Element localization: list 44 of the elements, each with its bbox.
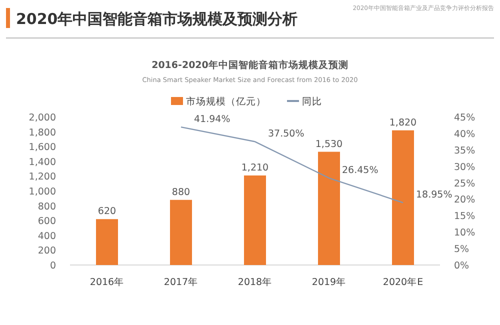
bar (96, 219, 118, 265)
x-tick-label: 2020年E (382, 276, 424, 288)
y2-tick-label: 30% (454, 162, 476, 173)
data-label: 620 (98, 206, 116, 218)
y-tick-label: 200 (38, 246, 56, 257)
data-label: 1,820 (389, 117, 417, 128)
bar (244, 175, 266, 265)
y-tick-label: 1,200 (28, 172, 56, 183)
chart-title: 2020年中国智能音箱市场规模及预测分析 (16, 10, 298, 28)
data-label: 880 (172, 186, 190, 198)
y2-tick-label: 15% (454, 211, 476, 222)
y2-tick-label: 25% (454, 178, 476, 190)
y-tick-label: 1,600 (28, 142, 56, 154)
x-tick-label: 2019年 (312, 276, 346, 288)
y-tick-label: 800 (38, 201, 56, 212)
x-tick-label: 2017年 (164, 276, 198, 288)
y-tick-label: 1,000 (28, 186, 56, 198)
x-tick-label: 2018年 (238, 276, 272, 288)
data-label: 1,210 (241, 162, 269, 174)
chart-subtitle: 2016-2020年中国智能音箱市场规模及预测 (152, 59, 348, 71)
data-label: 1,530 (315, 138, 343, 150)
y2-tick-label: 40% (454, 128, 476, 140)
data-label: 18.95% (416, 190, 452, 201)
bar (318, 152, 340, 265)
bar (392, 130, 414, 265)
y2-tick-label: 5% (454, 244, 470, 256)
data-label: 26.45% (342, 165, 378, 176)
bar (170, 200, 192, 265)
y-tick-label: 600 (38, 216, 56, 228)
y2-tick-label: 35% (454, 145, 476, 156)
legend-label: 市场规模（亿元） (186, 96, 266, 108)
data-label: 41.94% (194, 114, 230, 126)
data-label: 37.50% (268, 128, 304, 140)
y-tick-label: 1,400 (28, 156, 56, 168)
legend-label: 同比 (302, 96, 322, 108)
y2-tick-label: 0% (454, 260, 470, 272)
x-tick-label: 2016年 (90, 276, 124, 288)
y2-tick-label: 45% (454, 112, 476, 124)
y-tick-label: 400 (38, 230, 56, 242)
y-tick-label: 1,800 (28, 127, 56, 138)
y2-tick-label: 20% (454, 194, 476, 206)
y2-tick-label: 10% (454, 228, 476, 239)
y-tick-label: 2,000 (28, 112, 56, 124)
y-tick-label: 0 (50, 260, 56, 272)
